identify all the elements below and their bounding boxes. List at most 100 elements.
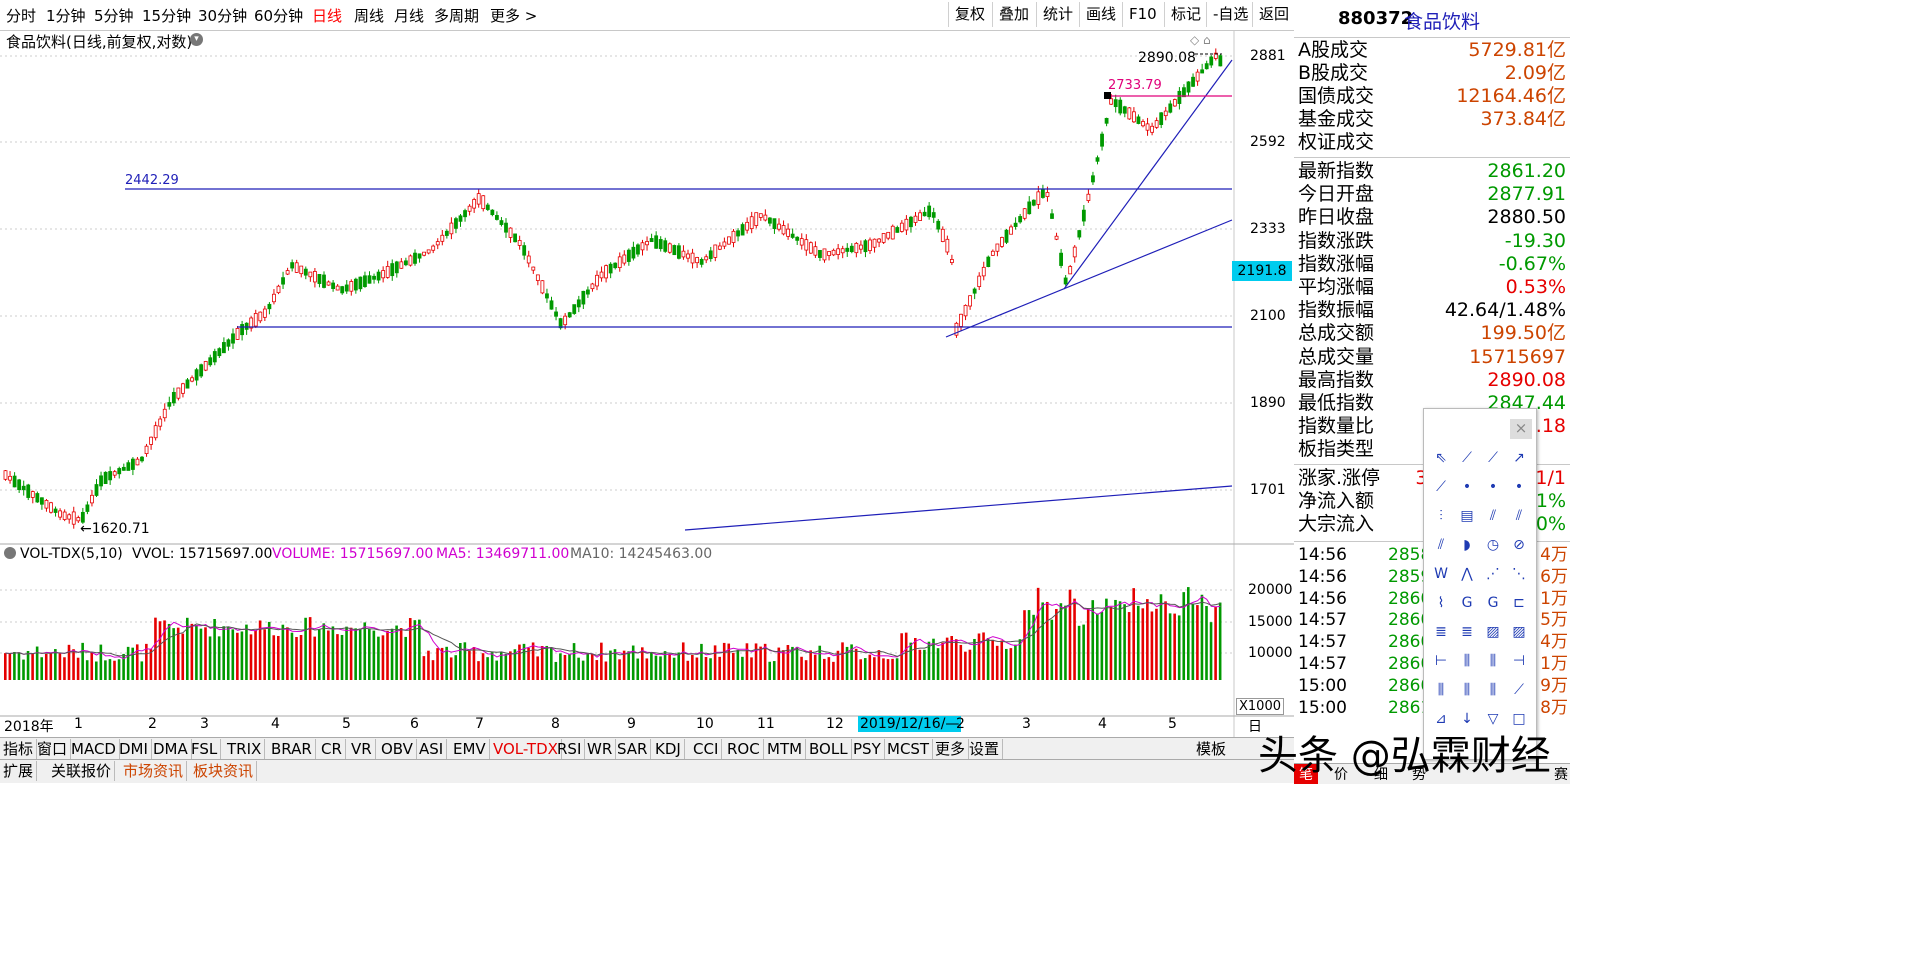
tab-market-news[interactable]: 市场资讯 bbox=[120, 761, 188, 781]
indicator-tab[interactable]: PSY bbox=[850, 739, 885, 759]
period-fenshi[interactable]: 分时 bbox=[6, 7, 37, 25]
drawing-tool-icon[interactable]: ⟋ bbox=[1462, 450, 1472, 466]
drawing-tool-icon[interactable]: ◷ bbox=[1486, 537, 1500, 553]
indicator-tab[interactable]: BOLL bbox=[806, 739, 852, 759]
drawing-tool-icon[interactable]: ↓ bbox=[1461, 711, 1473, 727]
indicator-tab[interactable]: ROC bbox=[724, 739, 764, 759]
indicator-tab[interactable]: MTM bbox=[764, 739, 807, 759]
drawing-tool-icon[interactable]: ◗ bbox=[1463, 537, 1471, 553]
drawing-tool-icon[interactable]: ⫼ bbox=[1489, 653, 1497, 669]
drawing-tool-icon[interactable]: ⊿ bbox=[1435, 711, 1447, 727]
drawing-tool-icon[interactable]: ⋰ bbox=[1486, 566, 1500, 582]
draw-line-button[interactable]: 画线 bbox=[1079, 2, 1122, 27]
indicator-tab[interactable]: OBV bbox=[378, 739, 417, 759]
drawing-tool-icon[interactable]: ⟋ bbox=[1514, 682, 1524, 698]
period-monthly[interactable]: 月线 bbox=[394, 7, 425, 25]
tab-related-quotes[interactable]: 关联报价 bbox=[48, 761, 116, 781]
drawing-tool-icon[interactable]: ⫼ bbox=[1463, 682, 1471, 698]
period-60min[interactable]: 60分钟 bbox=[254, 7, 304, 25]
drawing-tool-icon[interactable]: ⋀ bbox=[1461, 566, 1473, 582]
indicator-tab[interactable]: VOL-TDX bbox=[490, 739, 562, 759]
drawing-tool-icon[interactable]: ⊏ bbox=[1513, 595, 1525, 611]
drawing-tool-icon[interactable]: W bbox=[1434, 566, 1448, 582]
drawing-tool-icon[interactable]: ≣ bbox=[1435, 624, 1447, 640]
tab-detail[interactable]: 细 bbox=[1374, 767, 1388, 783]
drawing-tool-icon[interactable]: ⊢ bbox=[1434, 653, 1448, 669]
indicator-tab[interactable]: 指标 bbox=[0, 739, 38, 759]
drawing-tool-icon[interactable]: ▽ bbox=[1487, 711, 1499, 727]
indicator-tab[interactable]: 设置 bbox=[966, 739, 1004, 759]
indicator-tab[interactable]: DMA bbox=[150, 739, 192, 759]
drawing-tool-icon[interactable]: G bbox=[1487, 595, 1499, 611]
drawing-tool-icon[interactable]: • bbox=[1462, 479, 1472, 495]
template-button[interactable]: 模板 bbox=[1196, 740, 1227, 758]
indicator-tab[interactable]: CR bbox=[318, 739, 346, 759]
watchlist-button[interactable]: -自选 bbox=[1206, 2, 1254, 27]
drawing-tool-icon[interactable]: ⇖ bbox=[1435, 450, 1447, 466]
period-1min[interactable]: 1分钟 bbox=[46, 7, 86, 25]
drawing-tool-icon[interactable]: ⊣ bbox=[1512, 653, 1526, 669]
period-multi[interactable]: 多周期 bbox=[434, 7, 480, 25]
drawing-tool-icon[interactable]: ↗ bbox=[1513, 450, 1525, 466]
indicator-tab[interactable]: SAR bbox=[614, 739, 652, 759]
drawing-tool-icon[interactable]: • bbox=[1514, 479, 1524, 495]
period-weekly[interactable]: 周线 bbox=[354, 7, 385, 25]
f10-button[interactable]: F10 bbox=[1122, 2, 1163, 27]
fuquan-button[interactable]: 复权 bbox=[948, 2, 991, 27]
drawing-tool-icon[interactable]: ⫽ bbox=[1489, 508, 1497, 524]
drawing-tool-icon[interactable]: ⟋ bbox=[1436, 479, 1446, 495]
indicator-tab[interactable]: BRAR bbox=[268, 739, 316, 759]
back-button[interactable]: 返回 bbox=[1252, 2, 1295, 27]
chevron-down-icon[interactable] bbox=[4, 547, 16, 559]
drawing-tool-icon[interactable]: ⊘ bbox=[1513, 537, 1525, 553]
tab-sector-news[interactable]: 板块资讯 bbox=[190, 761, 258, 781]
drawing-tool-icon[interactable]: □ bbox=[1512, 711, 1526, 727]
indicator-tab[interactable]: 窗口 bbox=[34, 739, 72, 759]
drawing-tool-icon[interactable]: ⫼ bbox=[1489, 682, 1497, 698]
drawing-tool-icon[interactable]: ⫽ bbox=[1437, 537, 1445, 553]
tab-match[interactable]: 赛 bbox=[1554, 767, 1568, 783]
tab-price[interactable]: 价 bbox=[1334, 767, 1348, 783]
indicator-tab[interactable]: KDJ bbox=[652, 739, 685, 759]
indicator-tab[interactable]: WR bbox=[584, 739, 617, 759]
period-30min[interactable]: 30分钟 bbox=[198, 7, 248, 25]
close-icon[interactable]: × bbox=[1510, 419, 1532, 439]
indicator-tab[interactable]: EMV bbox=[450, 739, 490, 759]
period-more[interactable]: 更多 > bbox=[490, 7, 538, 25]
indicator-tab[interactable]: CCI bbox=[690, 739, 723, 759]
indicator-tab[interactable]: 更多 bbox=[932, 739, 970, 759]
drawing-tool-icon[interactable]: • bbox=[1488, 479, 1498, 495]
indicator-tab[interactable]: VR bbox=[348, 739, 376, 759]
indicator-tab[interactable]: MACD bbox=[68, 739, 120, 759]
drawing-tool-icon[interactable]: ⌇ bbox=[1437, 595, 1445, 611]
period-daily[interactable]: 日线 bbox=[312, 7, 343, 25]
indicator-tab[interactable]: RSI bbox=[554, 739, 586, 759]
diamond-icon[interactable]: ◇ ⌂ bbox=[1190, 33, 1211, 47]
drawing-tool-icon[interactable]: ⋱ bbox=[1512, 566, 1526, 582]
tab-extend[interactable]: 扩展 bbox=[0, 761, 38, 781]
drawing-tool-icon[interactable]: ⫶ bbox=[1439, 508, 1443, 524]
drawing-tool-icon[interactable]: ▤ bbox=[1460, 508, 1474, 524]
stats-button[interactable]: 统计 bbox=[1036, 2, 1079, 27]
mark-button[interactable]: 标记 bbox=[1164, 2, 1207, 27]
overlay-button[interactable]: 叠加 bbox=[992, 2, 1035, 27]
indicator-tab[interactable]: TRIX bbox=[224, 739, 266, 759]
tab-ticks[interactable]: 笔 bbox=[1294, 764, 1318, 784]
indicator-tab[interactable]: FSL bbox=[188, 739, 222, 759]
chevron-down-icon[interactable]: ▾ bbox=[190, 33, 203, 46]
drawing-tool-icon[interactable]: ⟋ bbox=[1488, 450, 1498, 466]
drawing-tool-icon[interactable]: G bbox=[1461, 595, 1473, 611]
period-5min[interactable]: 5分钟 bbox=[94, 7, 134, 25]
kline-chart[interactable] bbox=[0, 30, 1294, 737]
drawing-tool-icon[interactable]: ⫼ bbox=[1463, 653, 1471, 669]
drawing-tool-icon[interactable]: ⫽ bbox=[1515, 508, 1523, 524]
drawing-tool-icon[interactable]: ▨ bbox=[1486, 624, 1500, 640]
drawing-tool-icon[interactable]: ≣ bbox=[1461, 624, 1473, 640]
period-15min[interactable]: 15分钟 bbox=[142, 7, 192, 25]
drawing-tool-icon[interactable]: ▨ bbox=[1512, 624, 1526, 640]
tab-trend[interactable]: 势 bbox=[1412, 767, 1426, 783]
indicator-tab[interactable]: MCST bbox=[884, 739, 934, 759]
indicator-tab[interactable]: ASI bbox=[416, 739, 448, 759]
indicator-tab[interactable]: DMI bbox=[116, 739, 152, 759]
drawing-tool-icon[interactable]: ⫼ bbox=[1437, 682, 1445, 698]
